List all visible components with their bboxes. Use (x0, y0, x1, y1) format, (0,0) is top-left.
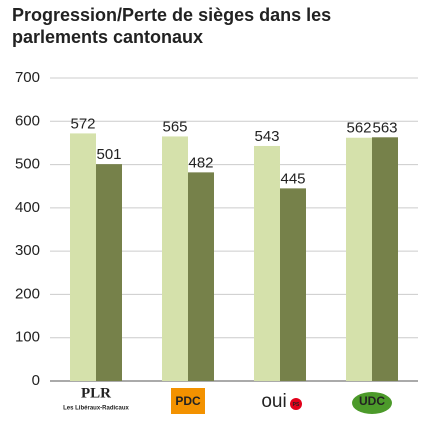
x-tick-label: PDC (175, 394, 201, 408)
bar (254, 145, 280, 381)
value-label: 482 (188, 154, 213, 171)
y-tick-label: 600 (15, 112, 40, 129)
x-tick-sublabel: PS (293, 402, 300, 408)
bar (96, 164, 122, 381)
x-tick-label: oui (261, 391, 286, 412)
logo-shape (171, 388, 205, 414)
value-label: 572 (70, 115, 95, 132)
chart-title: Progression/Perte de sièges dans les par… (12, 5, 332, 47)
value-label: 562 (346, 120, 371, 137)
bar (346, 137, 372, 381)
value-label: 563 (372, 119, 397, 136)
x-tick-label: PLR (81, 385, 111, 401)
y-tick-label: 400 (15, 199, 40, 216)
logo-shape (290, 398, 302, 410)
y-tick-label: 100 (15, 329, 40, 346)
bar (188, 172, 214, 381)
x-tick-sublabel: Les Libéraux-Radicaux (63, 406, 129, 412)
value-label: 543 (254, 128, 279, 145)
bar (372, 137, 398, 381)
y-tick-label: 0 (32, 372, 40, 389)
bar (162, 136, 188, 381)
y-tick-label: 200 (15, 285, 40, 302)
bar (70, 133, 96, 381)
x-tick-label: UDC (359, 394, 385, 408)
value-label: 501 (96, 146, 121, 163)
value-label: 445 (280, 170, 305, 187)
value-label: 565 (162, 118, 187, 135)
bar (280, 188, 306, 381)
y-tick-label: 300 (15, 242, 40, 259)
logo-shape (352, 392, 392, 414)
y-tick-label: 700 (15, 69, 40, 86)
y-tick-label: 500 (15, 156, 40, 173)
